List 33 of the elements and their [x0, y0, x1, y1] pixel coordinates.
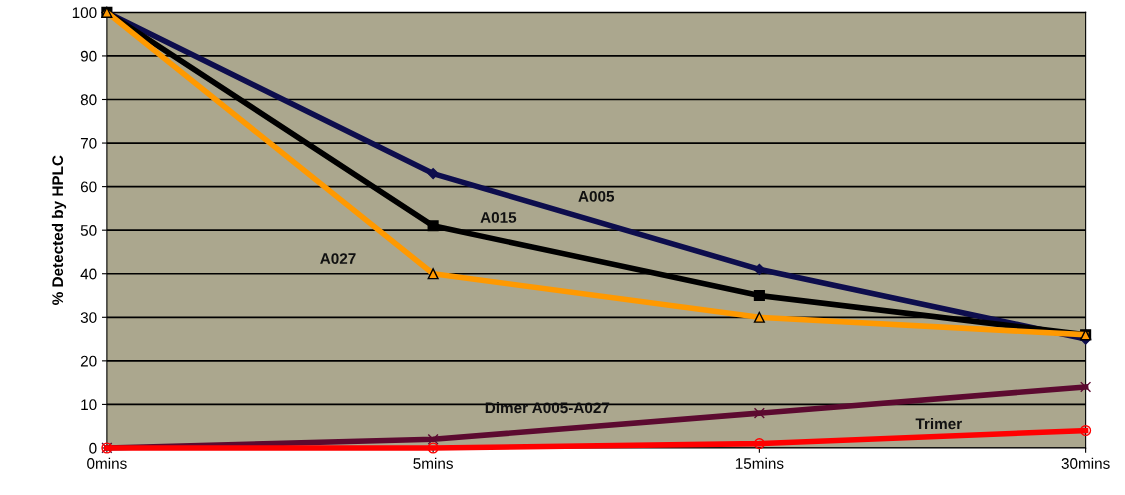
y-tick-label: 60	[80, 181, 97, 193]
point	[427, 433, 439, 445]
point	[427, 220, 439, 232]
point	[753, 289, 765, 302]
x-tick-label: 0mins	[87, 457, 127, 469]
y-tick-label: 40	[80, 268, 97, 280]
point	[427, 442, 439, 454]
y-tick-label: 100	[72, 7, 97, 19]
y-tick-label: 70	[80, 137, 97, 149]
x-tick-label: 15mins	[735, 457, 784, 469]
series-label: A015	[480, 212, 517, 223]
text: A027	[320, 253, 356, 265]
point	[1080, 424, 1092, 437]
series-label: A005	[578, 190, 615, 202]
y-tick-label: 30	[80, 312, 97, 323]
x-tick-label: 30mins	[1061, 457, 1110, 469]
point	[753, 263, 765, 275]
point	[427, 268, 439, 280]
point	[753, 438, 765, 450]
series-label: Trimer	[915, 418, 962, 430]
y-tick-label: 20	[80, 355, 97, 367]
y-tick-label: 50	[80, 225, 97, 236]
y-tick-label: 90	[80, 50, 97, 62]
series-label: Dimer A005-A027	[485, 401, 610, 414]
point	[753, 407, 765, 419]
y-axis-title: % Detected by HPLC	[51, 155, 67, 305]
point	[1080, 381, 1092, 393]
y-tick-label: 0	[89, 442, 97, 454]
point	[753, 311, 765, 323]
x-tick-label: 5mins	[413, 457, 453, 469]
y-tick-label: 80	[80, 94, 97, 106]
point	[427, 167, 439, 180]
y-tick-label: 10	[81, 399, 97, 411]
